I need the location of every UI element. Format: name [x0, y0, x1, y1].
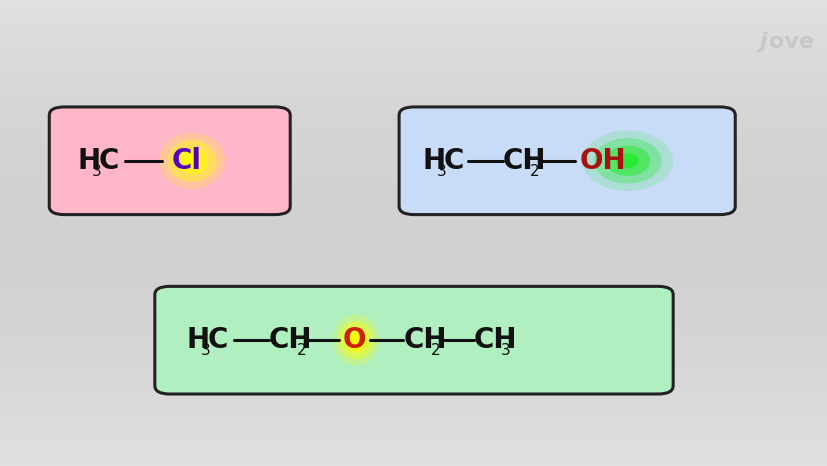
Ellipse shape	[615, 153, 638, 168]
Text: H: H	[186, 326, 209, 354]
Text: 3: 3	[437, 164, 447, 178]
Ellipse shape	[159, 133, 225, 189]
FancyBboxPatch shape	[49, 107, 289, 214]
Text: C: C	[98, 147, 119, 175]
Text: 2: 2	[430, 343, 440, 358]
FancyBboxPatch shape	[155, 286, 672, 394]
Text: OH: OH	[579, 147, 625, 175]
Ellipse shape	[344, 327, 367, 353]
Text: ove: ove	[768, 32, 813, 52]
Ellipse shape	[593, 138, 661, 184]
Text: j: j	[759, 32, 767, 52]
Text: 2: 2	[296, 343, 306, 358]
Text: 3: 3	[201, 343, 211, 358]
Text: C: C	[208, 326, 228, 354]
Text: Cl: Cl	[171, 147, 201, 175]
Ellipse shape	[338, 321, 373, 359]
Text: H: H	[77, 147, 100, 175]
Text: 2: 2	[529, 164, 539, 178]
Ellipse shape	[332, 315, 379, 366]
Ellipse shape	[184, 154, 200, 168]
Ellipse shape	[604, 145, 650, 176]
FancyBboxPatch shape	[399, 107, 734, 214]
Ellipse shape	[175, 147, 208, 175]
Text: H: H	[422, 147, 445, 175]
Text: CH: CH	[403, 326, 447, 354]
Text: C: C	[443, 147, 464, 175]
Ellipse shape	[581, 130, 672, 191]
Text: CH: CH	[269, 326, 313, 354]
Ellipse shape	[350, 334, 361, 347]
Text: 3: 3	[500, 343, 510, 358]
Ellipse shape	[167, 140, 217, 182]
Text: CH: CH	[473, 326, 517, 354]
Text: 3: 3	[92, 164, 102, 178]
Text: O: O	[342, 326, 366, 354]
Text: CH: CH	[502, 147, 546, 175]
